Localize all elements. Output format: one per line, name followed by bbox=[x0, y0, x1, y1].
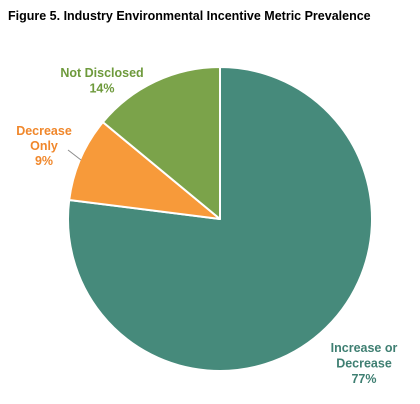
leader-line-1 bbox=[67, 149, 82, 161]
pie-slice-1 bbox=[68, 121, 221, 220]
pie-slice-0 bbox=[67, 66, 373, 372]
slice-label-0: Increase or Decrease 77% bbox=[331, 341, 398, 386]
chart-title: Figure 5. Industry Environmental Incenti… bbox=[8, 9, 371, 23]
pie-slices bbox=[67, 66, 373, 372]
slice-label-1: Decrease Only 9% bbox=[16, 124, 72, 168]
pie-slice-2 bbox=[101, 66, 221, 220]
slice-label-2: Not Disclosed 14% bbox=[60, 66, 143, 96]
slice-labels: Increase or Decrease 77% Decrease Only 9% Not … bbox=[16, 66, 397, 386]
